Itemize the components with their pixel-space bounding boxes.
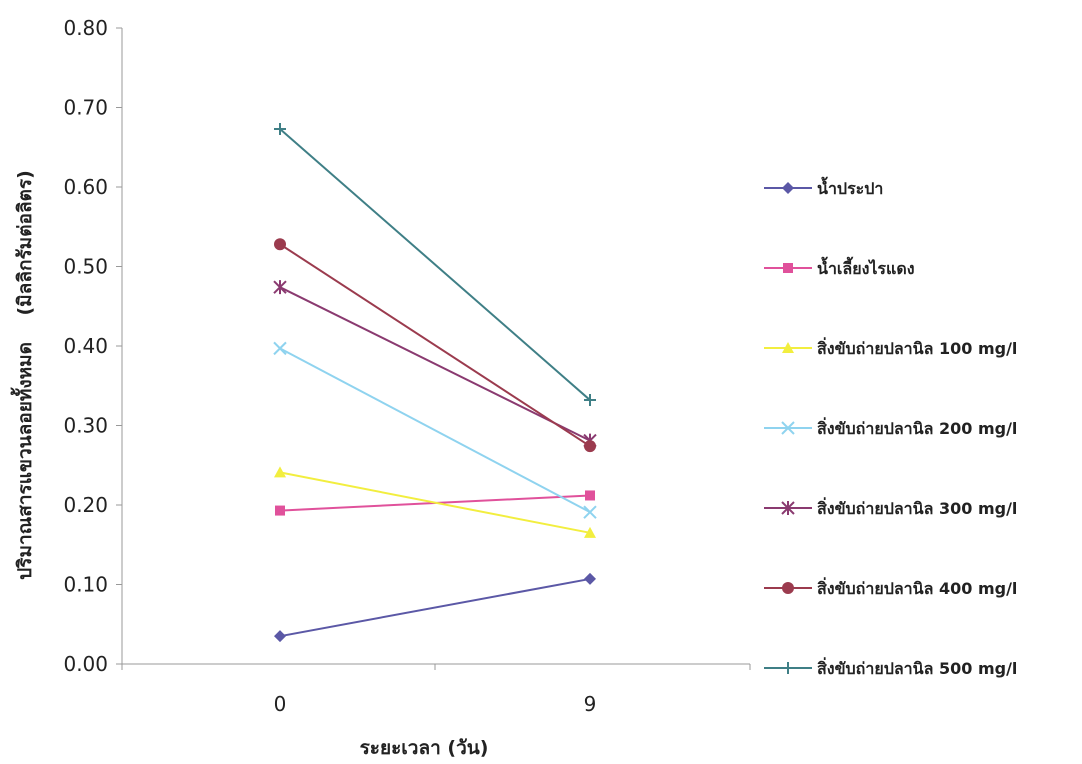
data-point [782, 182, 794, 194]
x-tick-label: 0 [274, 692, 287, 716]
y-tick-label: 0.00 [63, 652, 108, 676]
y-tick-label: 0.20 [63, 493, 108, 517]
legend-item: น้ำเลี้ยงไรแดง [764, 256, 915, 278]
legend-label: สิ่งขับถ่ายปลานิล 500 mg/l [817, 657, 1018, 678]
legend-item: สิ่งขับถ่ายปลานิล 500 mg/l [764, 657, 1017, 678]
series-3 [274, 466, 596, 538]
series-layer [273, 122, 597, 643]
series-1 [274, 572, 596, 643]
data-point [584, 526, 596, 538]
data-point [274, 466, 286, 478]
data-point [274, 630, 286, 643]
y-tick-label: 0.40 [63, 334, 108, 358]
y-tick-label: 0.60 [63, 175, 108, 199]
x-tick-label: 9 [584, 692, 597, 716]
legend-label: สิ่งขับถ่ายปลานิล 300 mg/l [817, 497, 1018, 518]
data-point [782, 342, 794, 353]
y-axis-title: ปริมาณสารแขวนลอยทั้งหมด (มิลลิกรัมต่อลิต… [10, 170, 36, 580]
legend-label: น้ำประปา [817, 176, 883, 198]
axes: 0.00 0.10 0.20 0.30 0.40 0.50 0.60 0.70 0.80 0 9 [63, 16, 751, 716]
x-axis-title: ระยะเวลา (วัน) [360, 737, 489, 759]
y-tick-label: 0.70 [63, 96, 108, 120]
y-tick-label: 0.10 [63, 573, 108, 597]
data-point [585, 490, 595, 501]
series-6 [274, 238, 596, 453]
legend-item: น้ำประปา [764, 176, 883, 198]
data-point [274, 122, 286, 135]
legend-item: สิ่งขับถ่ายปลานิล 100 mg/l [764, 337, 1017, 358]
series-line [279, 243, 591, 448]
series-line [279, 128, 591, 401]
y-tick-label: 0.50 [63, 255, 108, 279]
data-point [274, 238, 286, 251]
data-point [782, 582, 794, 594]
data-point [275, 505, 285, 516]
data-point [584, 440, 596, 453]
legend: น้ำประปาน้ำเลี้ยงไรแดงสิ่งขับถ่ายปลานิล … [764, 176, 1017, 678]
legend-label: สิ่งขับถ่ายปลานิล 100 mg/l [817, 337, 1018, 358]
y-tick-label: 0.80 [63, 16, 108, 40]
legend-item: สิ่งขับถ่ายปลานิล 400 mg/l [764, 577, 1017, 598]
series-4 [273, 341, 597, 519]
data-point [782, 662, 794, 674]
data-point [781, 421, 795, 435]
data-point [273, 341, 287, 356]
legend-item: สิ่งขับถ่ายปลานิล 300 mg/l [764, 497, 1017, 518]
legend-label: สิ่งขับถ่ายปลานิล 200 mg/l [817, 417, 1018, 438]
data-point [273, 280, 287, 295]
legend-label: สิ่งขับถ่ายปลานิล 400 mg/l [817, 577, 1018, 598]
series-line [279, 286, 591, 442]
data-point [584, 572, 596, 585]
legend-item: สิ่งขับถ่ายปลานิล 200 mg/l [764, 417, 1017, 438]
series-line [279, 347, 591, 514]
y-tick-label: 0.30 [63, 414, 108, 438]
data-point [583, 505, 597, 519]
series-7 [274, 122, 596, 407]
data-point [781, 501, 795, 515]
legend-label: น้ำเลี้ยงไรแดง [817, 256, 915, 278]
series-line [279, 577, 591, 638]
data-point [584, 394, 596, 407]
series-line [279, 471, 591, 534]
data-point [783, 263, 793, 273]
